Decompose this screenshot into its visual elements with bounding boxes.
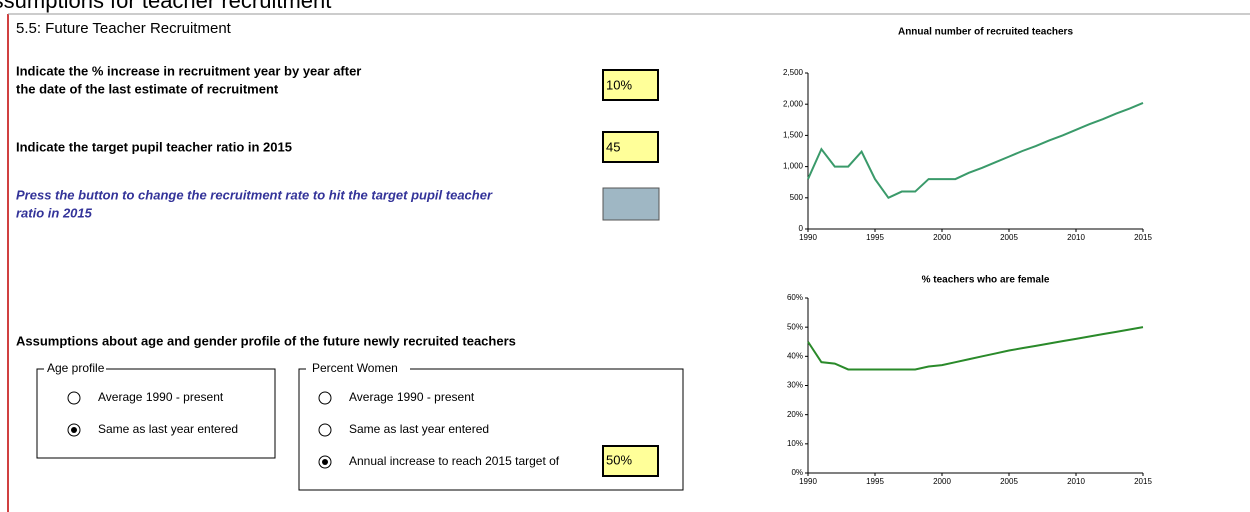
prompt: Indicate the % increase in recruitment y… (16, 63, 361, 78)
x-tick-label: 2000 (933, 477, 951, 486)
group-title-bg (44, 362, 106, 376)
prompt: Press the button to change the recruitme… (16, 187, 493, 202)
x-tick-label: 1990 (799, 477, 817, 486)
y-tick-label: 1,000 (783, 162, 804, 171)
x-tick-label: 2000 (933, 233, 951, 242)
y-tick-label: 0 (799, 224, 804, 233)
y-tick-label: 0% (791, 468, 803, 477)
x-tick-label: 2015 (1134, 477, 1152, 486)
radio-label[interactable]: Annual increase to reach 2015 target of (349, 454, 560, 468)
prompt: ratio in 2015 (16, 205, 93, 220)
y-tick-label: 10% (787, 439, 803, 448)
radio-button[interactable] (67, 391, 81, 405)
y-tick-label: 2,500 (783, 68, 804, 77)
y-tick-label: 2,000 (783, 99, 804, 108)
chart-title: % teachers who are female (922, 275, 1050, 286)
radio-label[interactable]: Average 1990 - present (98, 390, 224, 404)
x-tick-label: 2010 (1067, 477, 1085, 486)
x-tick-label: 2015 (1134, 233, 1152, 242)
y-tick-label: 1,500 (783, 131, 804, 140)
x-tick-label: 1995 (866, 477, 884, 486)
x-tick-label: 2005 (1000, 233, 1018, 242)
radio-button[interactable] (318, 423, 332, 437)
line-series (807, 326, 1144, 371)
radio-label[interactable]: Same as last year entered (349, 422, 489, 436)
radio-button[interactable] (318, 391, 332, 405)
y-tick-label: 30% (787, 381, 803, 390)
radio-dot[interactable] (322, 459, 328, 465)
x-tick-label: 1990 (799, 233, 817, 242)
input-value[interactable]: 45 (606, 139, 620, 154)
group-box (298, 368, 684, 491)
x-tick-label: 2010 (1067, 233, 1085, 242)
line-series (807, 102, 1144, 200)
group-title: Age profile (47, 361, 105, 375)
y-tick-label: 500 (790, 193, 804, 202)
radio-label[interactable]: Same as last year entered (98, 422, 238, 436)
radio-dot[interactable] (71, 427, 77, 433)
group-title-bg (306, 362, 410, 376)
chart-title: Annual number of recruited teachers (898, 27, 1073, 38)
radio-label[interactable]: Average 1990 - present (349, 390, 475, 404)
clipped-title: Assumptions for teacher recruitment (0, 0, 331, 13)
x-tick-label: 1995 (866, 233, 884, 242)
input-box[interactable] (602, 131, 659, 163)
y-tick-label: 60% (787, 293, 803, 302)
prompt: Indicate the target pupil teacher ratio … (16, 139, 292, 154)
prompt: the date of the last estimate of recruit… (16, 81, 279, 96)
y-tick-label: 20% (787, 410, 803, 419)
input-value[interactable]: 50% (606, 452, 632, 467)
input-box[interactable] (602, 445, 659, 477)
group-title: Percent Women (312, 361, 398, 375)
input-value[interactable]: 10% (606, 77, 632, 92)
section-title: 5.5: Future Teacher Recruitment (16, 20, 232, 37)
x-tick-label: 2005 (1000, 477, 1018, 486)
heading: Assumptions about age and gender profile… (16, 333, 516, 348)
y-tick-label: 50% (787, 322, 803, 331)
action-button[interactable] (602, 187, 660, 221)
input-box[interactable] (602, 69, 659, 101)
group-box (36, 368, 276, 459)
y-tick-label: 40% (787, 351, 803, 360)
